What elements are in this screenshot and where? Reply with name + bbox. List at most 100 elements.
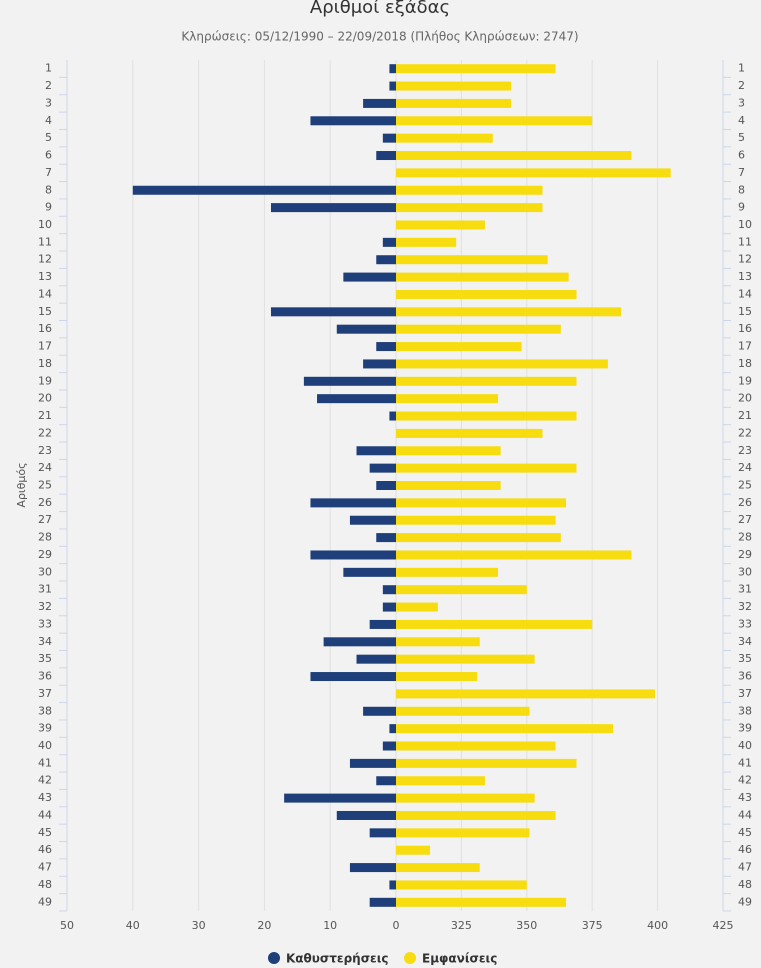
y-tick-label: 1 — [45, 62, 52, 75]
y-tick-label: 4 — [738, 114, 745, 127]
y-tick-label: 5 — [738, 131, 745, 144]
chart-title: Αριθμοί εξάδας — [310, 0, 450, 18]
legend-label: Καθυστερήσεις — [286, 952, 389, 966]
bar — [317, 394, 396, 404]
y-tick-label: 18 — [738, 357, 752, 370]
y-tick-label: 20 — [38, 392, 52, 405]
bar — [376, 481, 396, 490]
y-tick-label: 7 — [45, 166, 52, 179]
y-tick-label: 49 — [38, 895, 52, 908]
bar — [396, 203, 543, 213]
bar — [396, 776, 485, 786]
bar — [396, 324, 561, 334]
bar — [349, 863, 396, 873]
y-tick-label: 17 — [38, 340, 52, 353]
y-tick-label: 6 — [45, 149, 52, 162]
bar — [396, 394, 499, 404]
bar — [389, 880, 396, 890]
y-tick-label: 45 — [738, 826, 752, 839]
bar — [369, 619, 396, 629]
y-tick-label: 34 — [38, 635, 52, 648]
bar — [396, 342, 522, 352]
y-tick-label: 46 — [38, 843, 52, 856]
x-tick-label: 50 — [60, 919, 74, 932]
bar — [389, 64, 396, 74]
bar — [363, 359, 396, 369]
bar — [284, 793, 396, 803]
bar — [310, 498, 396, 508]
y-tick-label: 11 — [738, 235, 752, 248]
legend-marker — [404, 952, 416, 964]
bar — [396, 220, 485, 230]
y-tick-label: 41 — [38, 756, 52, 769]
y-tick-label: 48 — [38, 878, 52, 891]
y-tick-label: 35 — [38, 652, 52, 665]
bar — [369, 828, 396, 838]
y-tick-label: 32 — [38, 600, 52, 613]
y-tick-label: 33 — [738, 617, 752, 630]
y-tick-label: 42 — [38, 774, 52, 787]
y-tick-label: 42 — [738, 774, 752, 787]
y-tick-label: 45 — [38, 826, 52, 839]
bar — [343, 272, 396, 282]
y-tick-label: 21 — [738, 409, 752, 422]
bar — [396, 533, 561, 543]
bar — [376, 342, 396, 352]
y-tick-label: 2 — [45, 79, 52, 92]
bar — [396, 237, 457, 247]
bar — [336, 324, 396, 334]
y-tick-label: 11 — [38, 235, 52, 248]
bar — [356, 654, 396, 664]
bar — [396, 411, 577, 421]
bar — [396, 151, 632, 161]
y-tick-label: 36 — [38, 670, 52, 683]
bar — [389, 724, 396, 734]
y-tick-label: 36 — [738, 670, 752, 683]
x-tick-label: 10 — [323, 919, 337, 932]
y-tick-label: 44 — [38, 808, 52, 821]
y-tick-label: 47 — [738, 861, 752, 874]
bar — [396, 897, 567, 907]
bar — [396, 706, 530, 716]
x-tick-label: 40 — [126, 919, 140, 932]
bar — [396, 289, 577, 299]
y-axis-title: Αριθμός — [15, 462, 28, 507]
legend-label: Εμφανίσεις — [422, 952, 497, 966]
bar — [389, 81, 396, 91]
y-tick-label: 4 — [45, 114, 52, 127]
y-tick-label: 27 — [38, 513, 52, 526]
bar — [376, 255, 396, 265]
y-tick-label: 35 — [738, 652, 752, 665]
bar — [376, 533, 396, 543]
bar — [270, 203, 396, 213]
bar — [382, 237, 396, 247]
y-tick-label: 33 — [38, 617, 52, 630]
bar — [343, 567, 396, 577]
bar — [396, 446, 501, 456]
bar — [132, 185, 397, 195]
bar — [396, 255, 548, 265]
bar — [396, 359, 608, 369]
bar — [396, 672, 478, 682]
y-tick-label: 23 — [38, 444, 52, 457]
y-tick-label: 10 — [738, 218, 752, 231]
y-tick-label: 27 — [738, 513, 752, 526]
y-tick-label: 15 — [38, 305, 52, 318]
bar — [396, 637, 480, 647]
x-tick-label: 30 — [192, 919, 206, 932]
y-tick-label: 19 — [38, 374, 52, 387]
y-tick-label: 14 — [738, 287, 752, 300]
y-tick-label: 23 — [738, 444, 752, 457]
x-tick-label: 375 — [582, 919, 603, 932]
x-tick-label: 400 — [647, 919, 668, 932]
y-tick-label: 31 — [738, 583, 752, 596]
bar — [396, 481, 501, 490]
y-tick-label: 39 — [738, 722, 752, 735]
y-tick-label: 17 — [738, 340, 752, 353]
y-tick-label: 14 — [38, 287, 52, 300]
y-tick-label: 13 — [38, 270, 52, 283]
bar — [310, 672, 396, 682]
bar — [396, 863, 480, 873]
bar — [389, 411, 396, 421]
